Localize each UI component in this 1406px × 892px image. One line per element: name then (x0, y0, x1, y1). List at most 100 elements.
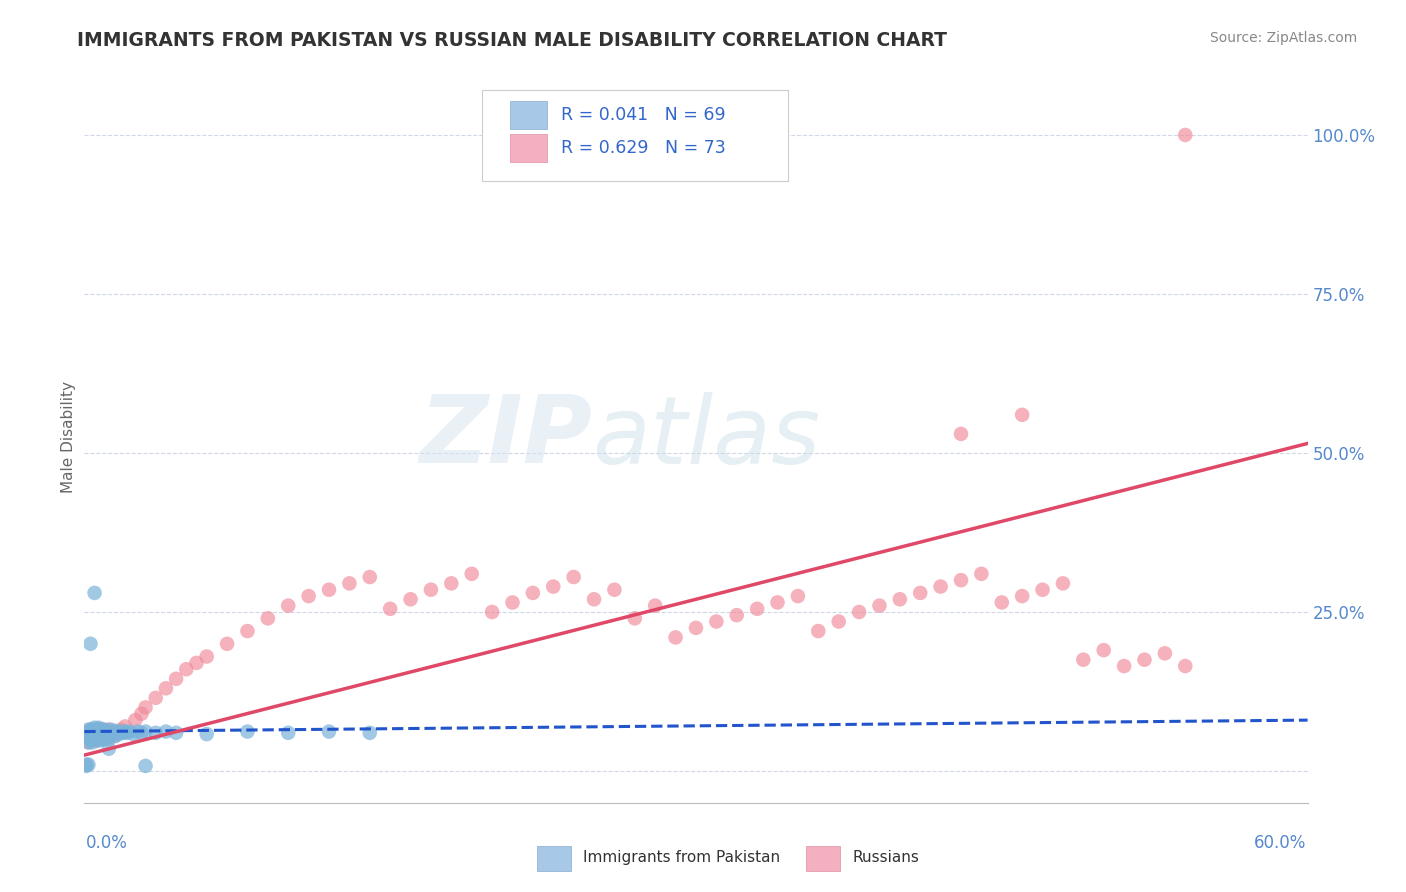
Point (1011, 589, 1033, 603)
Point (970, 566, 993, 581)
Point (79, 723, 101, 737)
Point (100, 729, 122, 743)
Point (91, 731, 114, 745)
Point (787, 589, 810, 603)
Point (522, 586, 544, 600)
Point (79, 726, 101, 740)
Point (339, 576, 361, 591)
Text: Immigrants from Pakistan: Immigrants from Pakistan (583, 850, 780, 865)
Text: Russians: Russians (852, 850, 920, 865)
Point (165, 672, 187, 686)
Point (991, 595, 1014, 609)
Point (1052, 576, 1074, 591)
Point (83, 721, 105, 735)
Point (685, 621, 707, 635)
Point (1174, 128, 1197, 142)
Point (155, 724, 177, 739)
Point (87, 729, 110, 743)
Point (82, 723, 104, 737)
Point (624, 611, 647, 625)
Point (83, 732, 105, 747)
Point (135, 700, 157, 714)
Point (110, 724, 132, 739)
Text: atlas: atlas (592, 392, 820, 483)
Text: 60.0%: 60.0% (1254, 833, 1306, 852)
Text: Source: ZipAtlas.com: Source: ZipAtlas.com (1209, 31, 1357, 45)
Point (87, 726, 110, 740)
Point (1174, 659, 1197, 673)
Point (77, 723, 100, 737)
Point (114, 719, 136, 733)
Point (86, 732, 108, 747)
Point (869, 599, 891, 613)
Y-axis label: Male Disability: Male Disability (60, 381, 76, 493)
Point (96, 724, 118, 739)
Point (79, 732, 101, 747)
Point (82, 735, 104, 749)
Point (87, 733, 110, 747)
Point (1114, 659, 1136, 673)
Point (79, 729, 101, 743)
Point (105, 726, 128, 740)
Point (77, 735, 100, 749)
Point (195, 727, 218, 741)
Point (766, 595, 789, 609)
Point (1092, 643, 1115, 657)
Point (145, 690, 167, 705)
Text: R = 0.629   N = 73: R = 0.629 N = 73 (561, 139, 725, 157)
Point (929, 580, 952, 594)
Point (104, 729, 127, 743)
Point (1073, 653, 1095, 667)
Point (848, 605, 870, 619)
Point (277, 726, 299, 740)
Point (165, 726, 187, 740)
Point (603, 582, 626, 597)
Point (77, 735, 100, 749)
Point (889, 592, 911, 607)
Text: IMMIGRANTS FROM PAKISTAN VS RUSSIAN MALE DISABILITY CORRELATION CHART: IMMIGRANTS FROM PAKISTAN VS RUSSIAN MALE… (77, 31, 948, 50)
Point (399, 592, 422, 607)
Point (217, 637, 239, 651)
Point (1133, 653, 1156, 667)
Point (380, 602, 402, 616)
Point (127, 724, 149, 739)
Point (86, 723, 108, 737)
Point (318, 724, 340, 739)
Point (93, 732, 115, 747)
Point (543, 580, 565, 594)
Point (83, 726, 105, 740)
Text: R = 0.041   N = 69: R = 0.041 N = 69 (561, 106, 725, 124)
Point (257, 611, 280, 625)
Point (186, 656, 208, 670)
Point (1011, 408, 1033, 422)
Point (481, 605, 503, 619)
FancyBboxPatch shape (806, 846, 841, 871)
Point (665, 631, 688, 645)
Point (93, 723, 115, 737)
Point (97, 741, 120, 756)
Point (97, 732, 120, 747)
Point (82, 726, 104, 740)
FancyBboxPatch shape (537, 846, 571, 871)
FancyBboxPatch shape (510, 102, 547, 129)
Point (706, 615, 728, 629)
Point (75, 729, 97, 743)
Point (440, 576, 463, 591)
Point (110, 723, 132, 737)
Point (108, 727, 131, 741)
Point (104, 723, 127, 738)
Point (236, 724, 259, 739)
Point (100, 723, 122, 737)
Point (82, 732, 104, 747)
Point (83, 586, 105, 600)
Point (155, 681, 177, 696)
Point (461, 566, 484, 581)
Point (79, 729, 101, 743)
Point (135, 759, 157, 773)
Point (950, 573, 973, 587)
Point (79, 637, 101, 651)
Point (90, 727, 112, 741)
Point (131, 706, 153, 721)
Point (86, 733, 108, 747)
Point (101, 727, 124, 741)
